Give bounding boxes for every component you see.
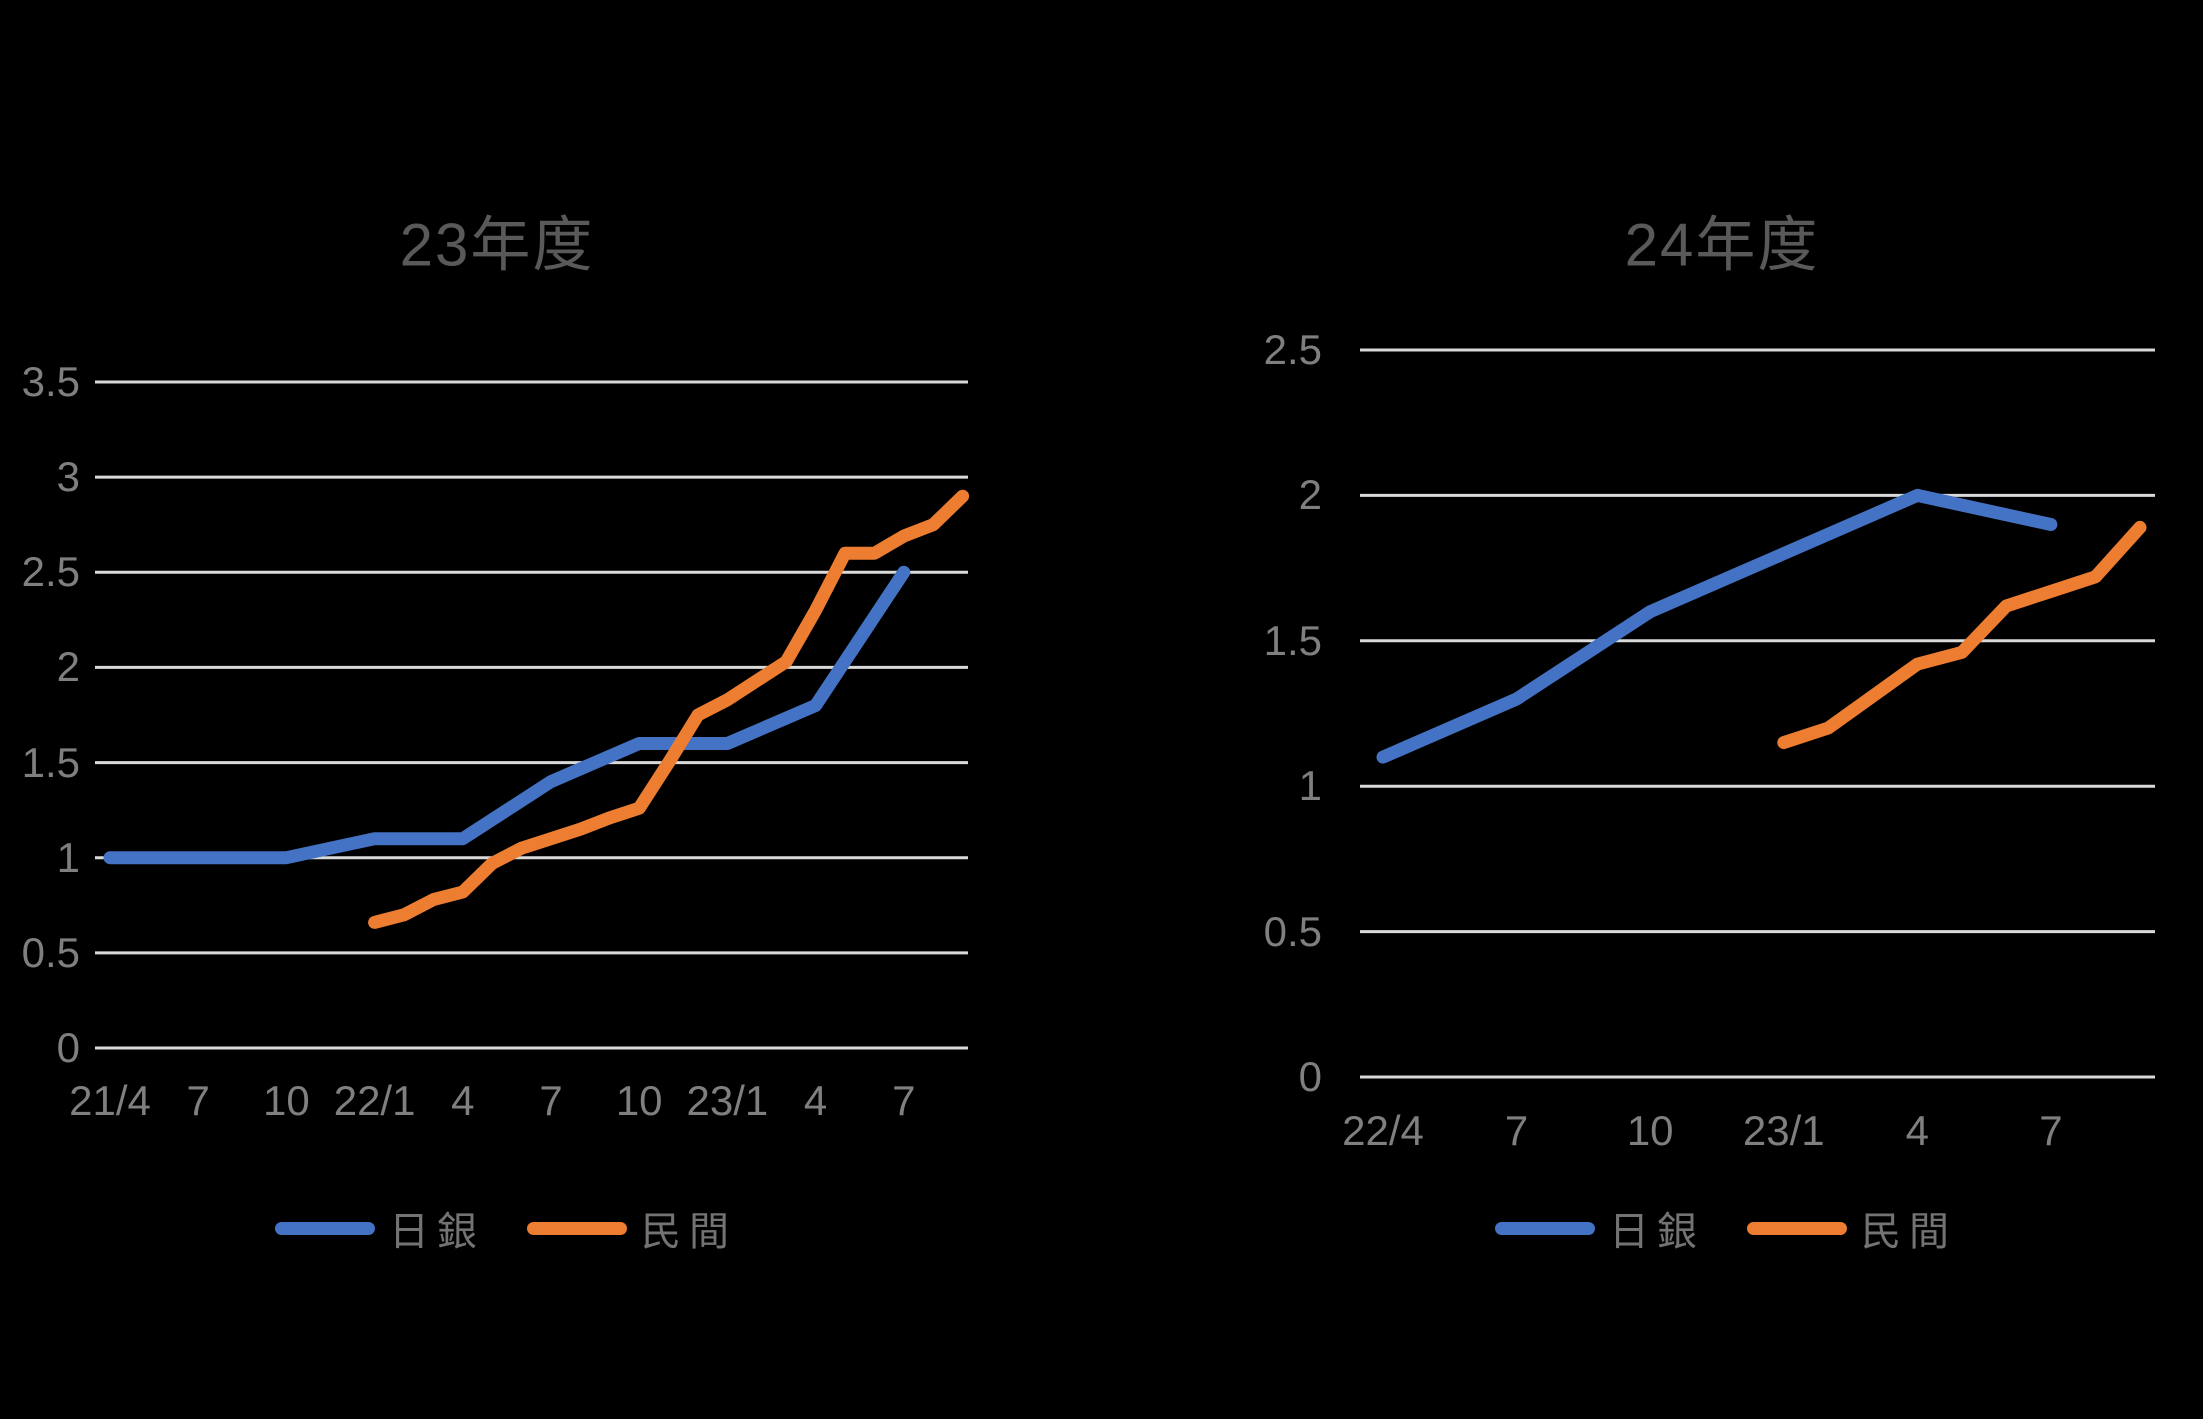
x-axis-label: 4: [1905, 1107, 1930, 1154]
x-axis-label: 22/1: [333, 1077, 416, 1124]
legend-label-boj: 日銀: [389, 1210, 485, 1254]
y-axis-label: 3.5: [21, 358, 80, 405]
boj-line-fy23: [103, 565, 911, 865]
y-axis-label: 1: [1298, 762, 1322, 810]
y-axis-label: 0.5: [1263, 907, 1322, 955]
legend-fy23: 日銀 民間: [275, 1199, 737, 1257]
x-axis-label: 7: [2039, 1107, 2063, 1154]
x-axis-label: 7: [892, 1077, 916, 1124]
legend-label-private: 民間: [1861, 1210, 1957, 1254]
boj-line-swatch-icon: [275, 1221, 375, 1235]
x-axis-label: 7: [186, 1077, 210, 1124]
private-line-swatch-icon: [1747, 1221, 1847, 1235]
x-axis-label: 22/4: [1342, 1107, 1424, 1154]
y-axis-label: 3: [56, 453, 80, 501]
chart-title-fy24: 24年度: [1624, 211, 1820, 279]
legend-label-private: 民間: [641, 1210, 737, 1254]
x-axis-label: 7: [539, 1077, 563, 1124]
legend-label-boj: 日銀: [1609, 1210, 1705, 1254]
legend-item-boj: 日銀: [275, 1199, 485, 1257]
boj-line-fy24: [1376, 488, 2058, 764]
private-line-fy24: [1777, 520, 2147, 750]
boj-line-swatch-icon: [1495, 1221, 1595, 1235]
x-axis-label: 23/1: [1742, 1107, 1825, 1154]
x-axis-label: 7: [1504, 1107, 1529, 1154]
private-line-fy23: [368, 489, 970, 929]
private-line-swatch-icon: [527, 1221, 627, 1235]
y-axis-label: 2.5: [21, 548, 80, 596]
legend-item-private: 民間: [527, 1199, 737, 1257]
legend-item-boj: 日銀: [1495, 1199, 1705, 1257]
x-axis-label: 4: [451, 1077, 475, 1124]
y-axis-label: 1.5: [1263, 616, 1322, 664]
chart-title-fy23: 23年度: [399, 211, 595, 279]
x-axis-label: 10: [615, 1077, 663, 1124]
x-axis-label: 10: [263, 1077, 310, 1124]
y-axis-label: 2: [56, 643, 80, 691]
legend-item-private: 民間: [1747, 1199, 1957, 1257]
gridlines-fy23: [95, 380, 968, 1050]
y-axis-label: 2: [1298, 471, 1322, 519]
legend-fy24: 日銀 民間: [1495, 1199, 1957, 1257]
x-axis-label: 10: [1626, 1107, 1674, 1154]
y-axis-label: 0: [1298, 1053, 1322, 1100]
gridlines-fy24: [1360, 348, 2155, 1079]
x-axis-label: 21/4: [69, 1077, 151, 1124]
y-axis-label: 0.5: [21, 928, 80, 976]
x-axis-label: 23/1: [686, 1077, 769, 1124]
y-axis-label: 1.5: [21, 738, 80, 786]
y-axis-label: 0: [56, 1024, 80, 1071]
x-axis-label: 4: [803, 1077, 828, 1124]
y-axis-label: 1: [56, 833, 80, 881]
y-axis-label: 2.5: [1263, 326, 1322, 373]
